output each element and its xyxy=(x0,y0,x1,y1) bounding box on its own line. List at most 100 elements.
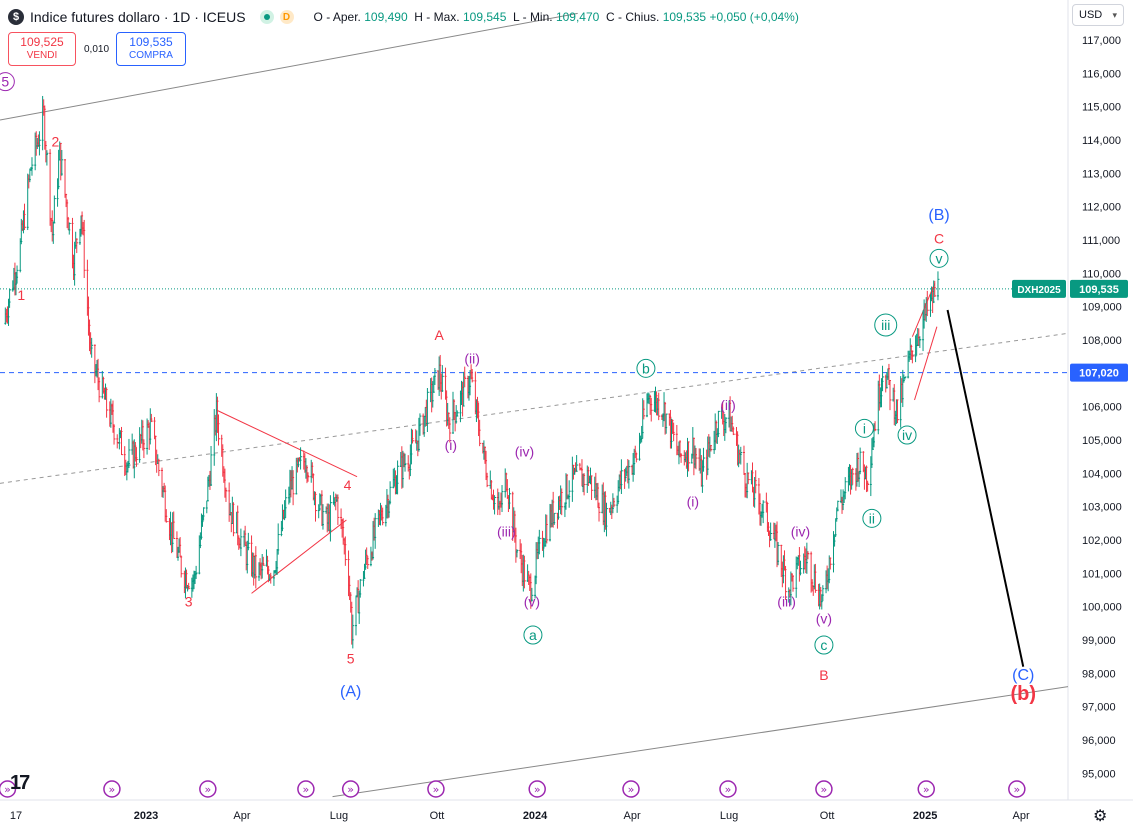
event-icon[interactable] xyxy=(622,780,640,798)
event-icon-glyph: » xyxy=(4,783,11,796)
y-tick-label: 99,000 xyxy=(1082,635,1116,647)
event-icon[interactable] xyxy=(199,780,217,798)
event-icon-glyph: » xyxy=(303,783,310,796)
y-tick-label: 105,000 xyxy=(1082,435,1122,447)
spread-value: 0,010 xyxy=(84,44,110,55)
y-tick-label: 114,000 xyxy=(1082,135,1121,147)
close-value: 109,535 xyxy=(662,10,707,24)
open-value: 109,490 xyxy=(364,10,408,24)
x-tick-label: Apr xyxy=(623,810,640,822)
last-price-badge xyxy=(1070,279,1128,298)
mid-channel-line xyxy=(0,332,1069,484)
high-value: 109,545 xyxy=(462,10,507,24)
settings-gear-icon[interactable]: ⚙ xyxy=(1093,808,1108,825)
y-tick-label: 117,000 xyxy=(1082,35,1121,47)
x-tick-label: Ott xyxy=(430,810,445,822)
wave-label: 5 xyxy=(347,650,355,666)
x-tick-label: 2023 xyxy=(134,810,158,822)
delayed-data-badge[interactable]: D xyxy=(279,10,294,24)
y-tick-label: 109,000 xyxy=(1082,302,1122,314)
wave-label: (b) xyxy=(1010,683,1036,705)
wave-label-circle xyxy=(929,248,949,268)
close-label: C - Chius. xyxy=(606,10,660,24)
wave-label-circle xyxy=(874,313,898,337)
y-tick-label: 106,000 xyxy=(1082,402,1122,414)
y-tick-label: 103,000 xyxy=(1082,502,1122,514)
event-icon[interactable] xyxy=(719,780,737,798)
event-icon[interactable] xyxy=(1008,780,1026,798)
wave-label: v xyxy=(936,250,943,266)
currency-value: USD xyxy=(1079,9,1103,21)
event-icon[interactable] xyxy=(341,780,360,798)
wave-label: 5 xyxy=(1,74,9,90)
y-tick-label: 100,000 xyxy=(1082,602,1122,614)
price-scale-panel xyxy=(1068,0,1133,833)
upper-channel-line xyxy=(0,12,578,121)
wave-label: 1 xyxy=(17,287,25,303)
wave-label: iv xyxy=(902,427,912,443)
wave-label: 2 xyxy=(52,134,60,150)
event-icon-glyph: » xyxy=(628,783,635,796)
lower-channel-line xyxy=(332,686,1069,798)
x-tick-label: Lug xyxy=(720,810,738,822)
wedge-lower-line xyxy=(914,326,938,401)
symbol-badge-text: DXH2025 xyxy=(1017,285,1061,296)
y-tick-label: 111,000 xyxy=(1082,235,1120,247)
y-tick-label: 110,000 xyxy=(1082,268,1121,280)
x-tick-label: Lug xyxy=(330,810,348,822)
buy-button[interactable]: 109,535 COMPRA xyxy=(116,32,186,66)
sell-label: VENDI xyxy=(26,50,58,61)
buy-price: 109,535 xyxy=(129,35,173,49)
event-icon-glyph: » xyxy=(204,783,211,796)
wave-label-circle xyxy=(897,425,917,445)
wave-label: B xyxy=(819,667,828,683)
y-tick-label: 102,000 xyxy=(1082,535,1122,547)
event-icon[interactable] xyxy=(917,780,935,798)
market-open-icon xyxy=(259,10,274,24)
x-tick-label: Apr xyxy=(1013,810,1030,822)
chart-header: $ Indice futures dollaro · 1D · ICEUS D … xyxy=(8,6,799,28)
x-tick-label: 2024 xyxy=(523,810,548,822)
event-icon[interactable] xyxy=(815,780,833,798)
sell-price: 109,525 xyxy=(20,35,64,49)
low-value: 109,470 xyxy=(555,10,600,24)
event-icon-glyph: » xyxy=(821,783,828,796)
wave-label: (A) xyxy=(340,684,361,701)
currency-select[interactable]: USD ▾ xyxy=(1072,4,1124,26)
x-tick-label: 2025 xyxy=(913,810,937,822)
y-tick-label: 104,000 xyxy=(1082,468,1122,480)
event-icon[interactable] xyxy=(297,780,315,798)
event-icon[interactable] xyxy=(528,780,546,798)
wave-label: (iii) xyxy=(777,594,796,610)
dollar-logo-icon: $ xyxy=(8,9,24,25)
event-icon[interactable] xyxy=(427,780,445,798)
event-icon-glyph: » xyxy=(433,783,440,796)
wave-label: (iv) xyxy=(791,524,810,540)
tradingview-logo-icon[interactable]: 17 xyxy=(10,772,30,794)
triangle-lower-line xyxy=(251,519,347,594)
wave-label: ii xyxy=(869,510,875,526)
wave-label: (v) xyxy=(816,610,832,626)
event-icon-glyph: » xyxy=(534,783,541,796)
symbol-title[interactable]: Indice futures dollaro · 1D · ICEUS xyxy=(30,9,246,25)
event-icon-glyph: » xyxy=(347,783,354,796)
wave-label: a xyxy=(529,627,537,643)
wave-label: iii xyxy=(881,317,890,333)
wave-label: A xyxy=(434,327,444,343)
last-price-badge-text: 109,535 xyxy=(1079,284,1119,296)
level-price-badge-text: 107,020 xyxy=(1079,368,1119,380)
wave-label: 3 xyxy=(185,594,193,610)
y-tick-label: 113,000 xyxy=(1082,168,1121,180)
y-tick-label: 97,000 xyxy=(1082,702,1116,714)
chevron-down-icon: ▾ xyxy=(1112,10,1117,20)
event-icon[interactable] xyxy=(0,780,17,798)
wave-label-circle xyxy=(862,508,882,528)
symbol-badge xyxy=(1012,279,1066,298)
wave-label: b xyxy=(642,360,650,376)
sell-button[interactable]: 109,525 VENDI xyxy=(8,32,76,66)
y-tick-label: 115,000 xyxy=(1082,102,1121,114)
event-icon[interactable] xyxy=(103,780,121,798)
wave-label: (iii) xyxy=(497,524,516,540)
wave-label-circle xyxy=(854,418,874,438)
